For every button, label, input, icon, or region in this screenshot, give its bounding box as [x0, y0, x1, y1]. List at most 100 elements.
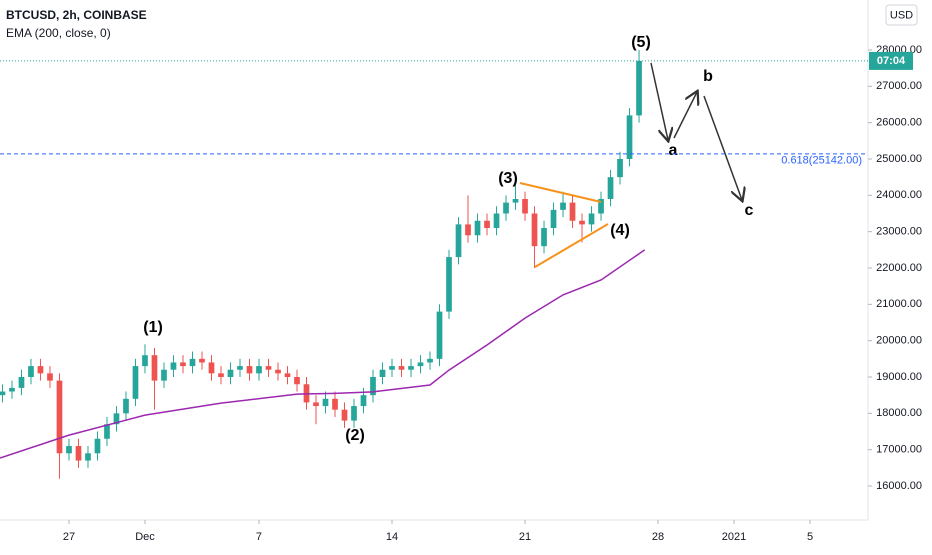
- candle-body: [493, 213, 500, 229]
- candle-body: [294, 376, 300, 385]
- candle-body: [446, 257, 452, 312]
- candle-body: [113, 413, 120, 425]
- candle-body: [246, 366, 253, 374]
- currency: USD: [890, 9, 913, 21]
- drawings: (1) (2) (3) (4) (5) a b c: [143, 34, 753, 444]
- y-tick-label: 20000.00: [876, 335, 922, 347]
- candle-body: [332, 398, 338, 410]
- candle-body: [636, 60, 642, 116]
- candle-body: [85, 453, 91, 461]
- candle-body: [341, 409, 348, 421]
- wave-label: (5): [631, 34, 651, 51]
- candle-body: [560, 202, 566, 210]
- y-tick-label: 18000.00: [876, 407, 922, 419]
- arrow: [703, 95, 742, 200]
- candle-body: [408, 366, 414, 370]
- candle-body: [218, 373, 224, 377]
- candle-body: [189, 358, 196, 367]
- candle-body: [351, 406, 357, 421]
- candle-body: [436, 311, 443, 359]
- candle-body: [170, 362, 177, 370]
- fib-label: 0.618(25142.00): [781, 155, 862, 167]
- candle-body: [607, 177, 614, 199]
- candle-body: [626, 115, 633, 159]
- x-tick-label: 7: [256, 531, 262, 543]
- plot: [0, 49, 646, 479]
- currency-button[interactable]: [885, 4, 918, 26]
- candle-body: [199, 358, 205, 363]
- indicator: EMA (200, close, 0): [6, 26, 111, 40]
- y-tick-label: 26000.00: [876, 117, 922, 129]
- candle-body: [379, 369, 386, 377]
- wave-label: (2): [345, 427, 365, 444]
- wave-label: c: [745, 202, 754, 219]
- candle-body: [427, 358, 433, 363]
- candle-body: [541, 228, 547, 247]
- candle-body: [503, 202, 509, 214]
- candle-body: [512, 198, 519, 203]
- candle-body: [28, 366, 34, 377]
- candle-body: [265, 366, 272, 370]
- candle-body: [75, 446, 82, 461]
- candle-body: [417, 362, 424, 367]
- candle-body: [484, 220, 490, 229]
- candle-body: [151, 355, 158, 381]
- y-tick-label: 17000.00: [876, 444, 922, 456]
- candle-body: [370, 376, 376, 396]
- candle-body: [256, 366, 262, 374]
- y-tick-label: 16000.00: [876, 480, 922, 492]
- candle-body: [142, 355, 148, 367]
- x-tick-label: 21: [519, 531, 531, 543]
- candle-body: [598, 198, 604, 214]
- candle-body: [94, 438, 101, 454]
- countdown: 07:04: [877, 55, 906, 67]
- candle-body: [398, 366, 405, 370]
- candle-body: [66, 446, 72, 454]
- countdown-box: [869, 51, 913, 70]
- x-tick-label: 14: [386, 531, 398, 543]
- candle-body: [455, 224, 462, 258]
- candle-body: [313, 402, 319, 407]
- candle-body: [123, 398, 129, 414]
- candle-body: [284, 373, 291, 377]
- candle-body: [56, 380, 63, 454]
- candle-body: [531, 213, 538, 247]
- triangle-line: [519, 182, 602, 203]
- candle-body: [47, 373, 53, 381]
- candle-body: [389, 366, 395, 370]
- candle-body: [550, 209, 557, 229]
- candle-body: [360, 395, 367, 407]
- wave-label: (3): [498, 170, 518, 187]
- candle-body: [579, 220, 585, 225]
- candle-body: [180, 362, 186, 367]
- x-tick-label: 27: [63, 531, 75, 543]
- candle-body: [9, 387, 15, 392]
- candle-body: [132, 366, 139, 399]
- x-tick-label: Dec: [135, 531, 155, 543]
- y-tick-label: 21000.00: [876, 298, 922, 310]
- candle-body: [208, 362, 215, 374]
- wave-label: (1): [143, 319, 163, 336]
- y-tick-label: 19000.00: [876, 371, 922, 383]
- triangle-line: [534, 223, 609, 268]
- wave-label: b: [703, 68, 713, 85]
- candle-body: [322, 398, 329, 407]
- x-tick-label: 28: [652, 531, 664, 543]
- candle-body: [617, 158, 623, 178]
- candle-body: [37, 366, 44, 374]
- candle-body: [465, 224, 471, 236]
- wave-label: (4): [610, 222, 630, 239]
- x-tick-label: 5: [807, 531, 813, 543]
- candle-body: [237, 366, 243, 370]
- ema-line: [0, 249, 646, 459]
- candle-body: [522, 198, 528, 214]
- candle-body: [104, 424, 110, 439]
- candle-body: [0, 391, 6, 396]
- arrow: [650, 62, 668, 140]
- candle-body: [569, 202, 576, 221]
- candle-body: [588, 213, 595, 225]
- arrow: [673, 92, 697, 139]
- candle-body: [18, 376, 25, 388]
